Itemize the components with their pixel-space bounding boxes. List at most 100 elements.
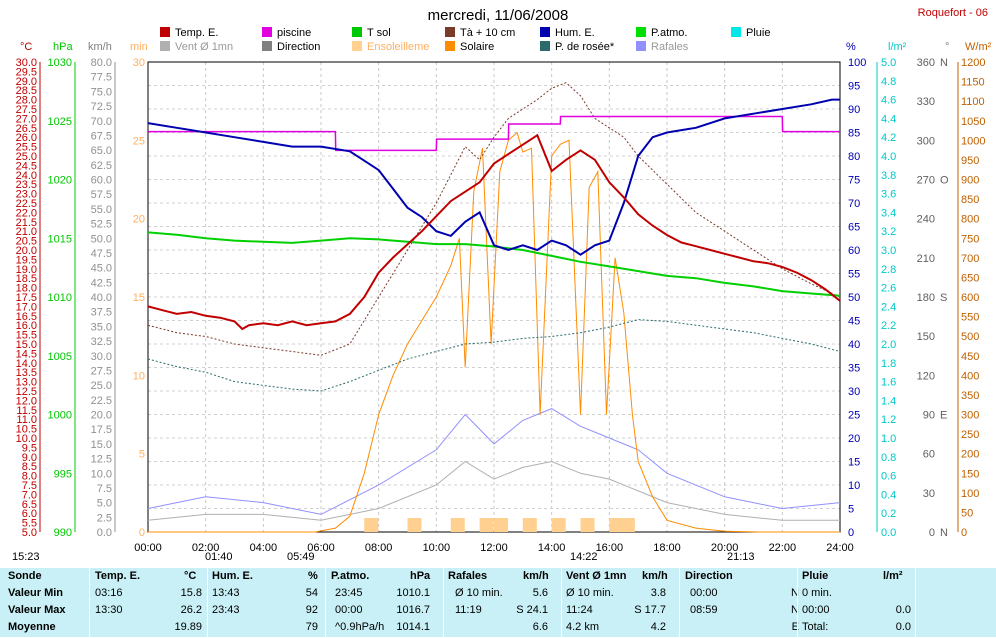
wind-tick: 15.0 [91,439,112,451]
sun-tick: 5 [139,449,145,461]
wind-tick: 47.5 [91,248,112,260]
wind-tick: 77.5 [91,72,112,84]
cell-time: Ø 10 min. [455,587,503,599]
stats-table: Sonde Temp. E. °C Hum. E. % P.atmo. hPa … [0,568,996,637]
cell-time: ^0.9hPa/h [335,621,385,633]
rain-tick: 4.0 [881,151,896,163]
sun-tick: 10 [133,370,145,382]
temp-tick: 12.0 [16,395,37,407]
temp-tick: 14.0 [16,358,37,370]
axis-unit: km/h [88,41,112,53]
solar-tick: 850 [961,194,979,206]
humidity-tick: 25 [848,410,860,422]
pressure-tick: 1030 [48,57,72,69]
legend-label: Temp. E. [175,27,218,39]
temp-tick: 14.5 [16,348,37,360]
temp-tick: 21.0 [16,226,37,238]
solar-tick: 750 [961,233,979,245]
sunshine-bar [551,518,566,532]
series-wind-avg [147,460,840,521]
sunshine-bar [479,518,494,532]
wind-tick: 7.5 [97,483,112,495]
temp-tick: 27.5 [16,104,37,116]
col-header-press-unit: hPa [410,570,431,582]
humidity-tick: 70 [848,198,860,210]
temp-tick: 30.0 [16,57,37,69]
temp-tick: 9.0 [22,452,37,464]
temp-tick: 8.0 [22,471,37,483]
cell-value: N [791,604,799,616]
cell-value: 5.6 [532,587,548,599]
cell-value: 26.2 [180,604,202,616]
rain-tick: 4.4 [881,113,896,125]
wind-tick: 10.0 [91,468,112,480]
sunshine-bar [620,518,635,532]
legend-swatch [731,27,741,37]
series-pool [148,115,840,152]
temp-tick: 8.5 [22,461,37,473]
wind-tick: 27.5 [91,365,112,377]
legend-label: Tà + 10 cm [460,27,515,39]
humidity-tick: 5 [848,504,854,516]
humidity-tick: 75 [848,175,860,187]
rain-tick: 2.8 [881,264,896,276]
cell-value: 92 [305,604,318,616]
sunshine-bar [494,518,508,532]
cell-value: 1014.1 [396,621,430,633]
legend-swatch [540,27,550,37]
marker-left-time: 15:23 [12,551,40,560]
x-tick-label: 06:00 [307,542,335,554]
rain-tick: 0.0 [881,527,896,539]
temp-tick: 6.0 [22,508,37,520]
temp-tick: 19.0 [16,264,37,276]
cell-value: 0.0 [895,621,911,633]
temp-tick: 10.0 [16,433,37,445]
wind-tick: 65.0 [91,145,112,157]
rain-tick: 3.2 [881,226,896,238]
solar-tick: 1050 [961,116,985,128]
legend-swatch [352,41,362,51]
cell-time: Total: [802,621,829,633]
legend-label: Rafales [651,41,689,53]
cell-value: S 17.7 [634,604,666,616]
solar-tick: 650 [961,272,979,284]
sun-tick: 30 [133,57,145,69]
col-header-wind: Vent Ø 1mn [566,570,627,582]
solar-tick: 550 [961,312,979,324]
cell-value: S 24.1 [516,604,548,616]
legend-label: P. de rosée* [555,41,615,53]
humidity-tick: 65 [848,222,860,234]
temp-tick: 6.5 [22,499,37,511]
wind-tick: 52.5 [91,219,112,231]
series-pressure [147,231,841,297]
direction-tick: 300 [917,135,935,147]
pressure-tick: 1010 [48,292,72,304]
x-tick-label: 20:00 [711,542,739,554]
humidity-tick: 95 [848,81,860,93]
temp-tick: 26.0 [16,132,37,144]
solar-tick: 350 [961,390,979,402]
rain-tick: 3.0 [881,245,896,257]
temp-tick: 28.0 [16,95,37,107]
wind-tick: 62.5 [91,160,112,172]
x-tick-label: 02:00 [192,542,220,554]
cell-value: 15.8 [180,587,202,599]
row-label: Moyenne [8,621,56,633]
solar-tick: 300 [961,410,979,422]
rain-tick: 2.2 [881,320,896,332]
legend-label: P.atmo. [651,27,688,39]
temp-tick: 11.5 [16,405,37,417]
direction-tick: 180 [917,292,935,304]
temp-tick: 7.5 [22,480,37,492]
temp-tick: 13.0 [16,377,37,389]
col-header-hum: Hum. E. [212,570,253,582]
x-tick-label: 24:00 [826,542,854,554]
temp-tick: 18.5 [16,273,37,285]
legend-swatch [262,27,272,37]
temp-tick: 13.5 [16,367,37,379]
legend-swatch [636,41,646,51]
sunshine-bar [522,518,537,532]
temp-tick: 29.0 [16,76,37,88]
legend-label: Ensoleilleme [367,41,429,53]
direction-tick: 360 [917,57,935,69]
